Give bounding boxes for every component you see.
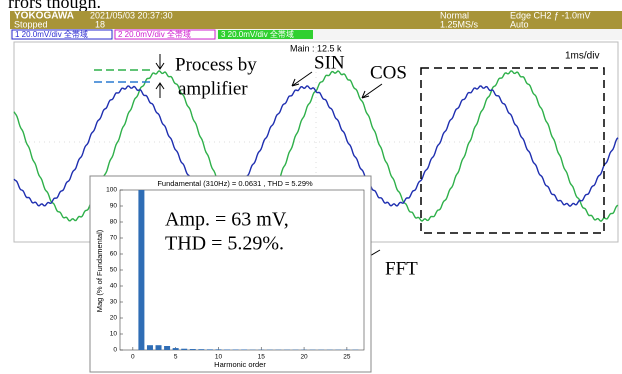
x-tick-label: 20 [300,354,308,361]
bar [215,349,221,350]
bar [190,349,196,350]
y-axis-label: Mag (% of Fundamental) [95,229,104,312]
process-label: Process by [175,54,257,75]
y-tick-label: 10 [110,331,118,338]
y-tick-label: 50 [110,267,118,274]
status: Stopped [14,19,48,29]
amplifier-label: amplifier [178,78,248,99]
timebase: 1ms/div [565,51,599,62]
amp-text: Amp. = 63 mV, [165,209,289,231]
fft-inset [90,176,371,372]
y-tick-label: 30 [110,299,118,306]
trigger-mode: Auto [510,19,529,29]
x-tick-label: 15 [258,354,266,361]
x-tick-label: 0 [131,354,135,361]
fft-label: FFT [385,258,418,279]
bar [156,345,162,350]
count: 18 [95,19,105,29]
ch1: 1 20.0mV/div 全帯域 [15,29,88,39]
sin-label: SIN [314,52,345,73]
y-tick-label: 70 [110,235,118,242]
y-tick-label: 0 [113,347,117,354]
x-axis-label: Harmonic order [214,360,266,369]
chart-title: Fundamental (310Hz) = 0.0631 , THD = 5.2… [157,179,313,188]
bar [198,349,204,350]
bar [173,348,179,350]
ch3: 3 20.0mV/div 全帯域 [221,29,294,39]
cos-label: COS [370,62,407,83]
bar [138,190,144,350]
x-tick-label: 25 [343,354,351,361]
y-tick-label: 90 [110,203,118,210]
rate: 1.25MS/s [440,19,479,29]
y-tick-label: 80 [110,219,118,226]
bar [207,349,213,350]
y-tick-label: 100 [106,187,117,194]
bar [147,345,153,350]
ch2: 2 20.0mV/div 全帯域 [118,29,191,39]
bar [181,349,187,350]
y-tick-label: 20 [110,315,118,322]
y-tick-label: 60 [110,251,118,258]
x-tick-label: 5 [174,354,178,361]
y-tick-label: 40 [110,283,118,290]
bar [164,346,170,350]
x-tick-label: 10 [215,354,223,361]
thd-text: THD = 5.29%. [165,233,284,255]
figure: rrors though. YOKOGAWA 2021/05/03 20:37:… [0,0,622,374]
